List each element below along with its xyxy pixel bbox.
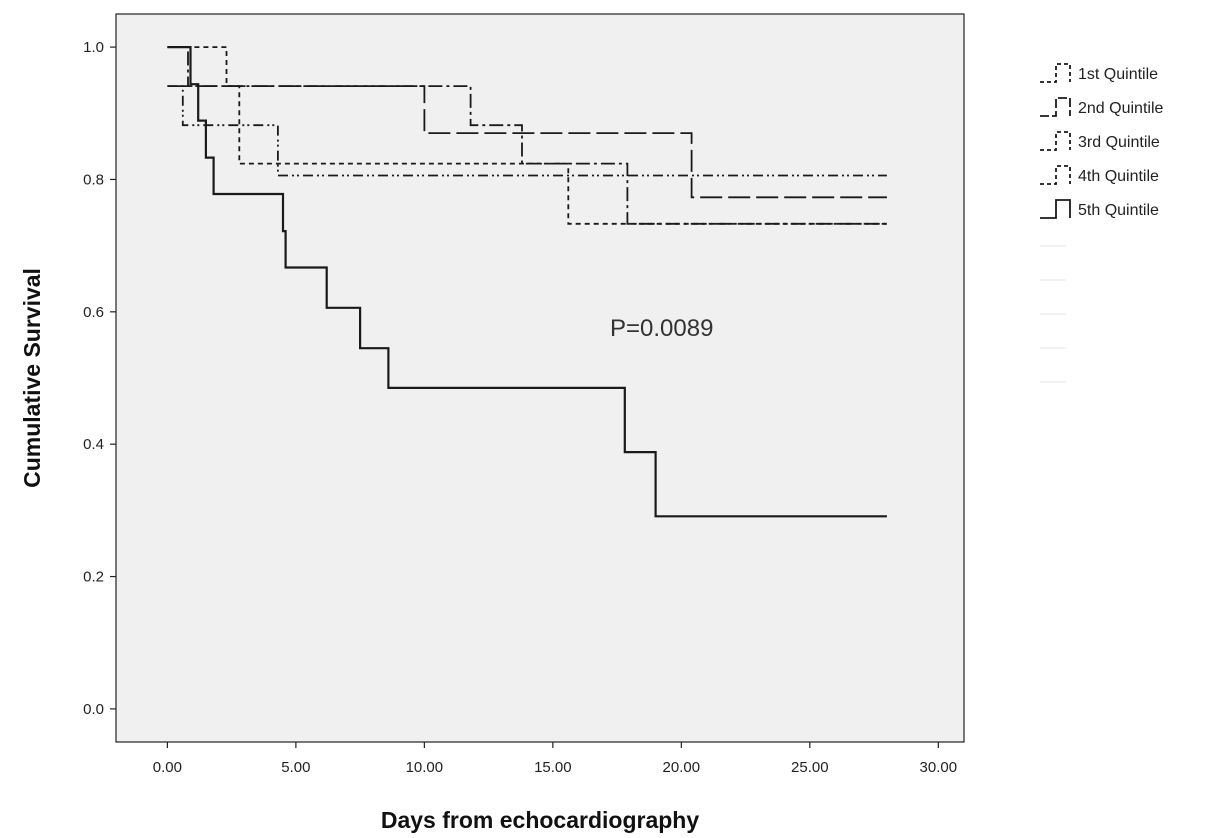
series-line-5: [167, 46, 887, 518]
x-tick-label: 0.00: [153, 759, 182, 776]
legend-swatch-1: [1040, 63, 1071, 83]
series-line-3: [167, 46, 887, 225]
y-tick-label: 0.8: [83, 171, 104, 188]
x-axis-title: Days from echocardiography: [381, 807, 699, 833]
x-tick-label: 20.00: [663, 759, 701, 776]
y-tick-label: 1.0: [83, 39, 104, 56]
series-line-4: [167, 85, 887, 177]
axis-ticks: 0.00 5.00 10.00 15.00 20.00 25.00 30.00 0.0 0.2 0…: [83, 39, 957, 776]
y-axis-title: Cumulative Survival: [19, 268, 45, 488]
legend-swatch-4: [1040, 165, 1071, 185]
x-tick-label: 30.00: [920, 759, 958, 776]
legend-label-2: 2nd Quintile: [1078, 100, 1163, 117]
legend-label-3: 3rd Quintile: [1078, 134, 1160, 151]
y-tick-label: 0.4: [83, 436, 104, 453]
x-tick-label: 5.00: [281, 759, 310, 776]
legend-swatch-2: [1040, 97, 1071, 117]
x-tick-label: 15.00: [534, 759, 572, 776]
y-tick-label: 0.0: [83, 701, 104, 718]
p-value-annotation: P=0.0089: [610, 315, 713, 342]
y-tick-label: 0.2: [83, 569, 104, 586]
legend-swatch-3: [1040, 131, 1071, 151]
legend-label-5: 5th Quintile: [1078, 202, 1159, 219]
series-layer: [167, 46, 887, 518]
legend-label-4: 4th Quintile: [1078, 168, 1159, 185]
legend-swatch-5: [1040, 199, 1071, 219]
x-tick-label: 25.00: [791, 759, 829, 776]
x-tick-label: 10.00: [406, 759, 444, 776]
legend-label-1: 1st Quintile: [1078, 66, 1158, 83]
legend: 1st Quintile 2nd Quintile 3rd Quintile 4th …: [1040, 63, 1163, 383]
y-tick-label: 0.6: [83, 304, 104, 321]
plot-area: [115, 13, 965, 743]
series-line-1: [167, 46, 887, 225]
